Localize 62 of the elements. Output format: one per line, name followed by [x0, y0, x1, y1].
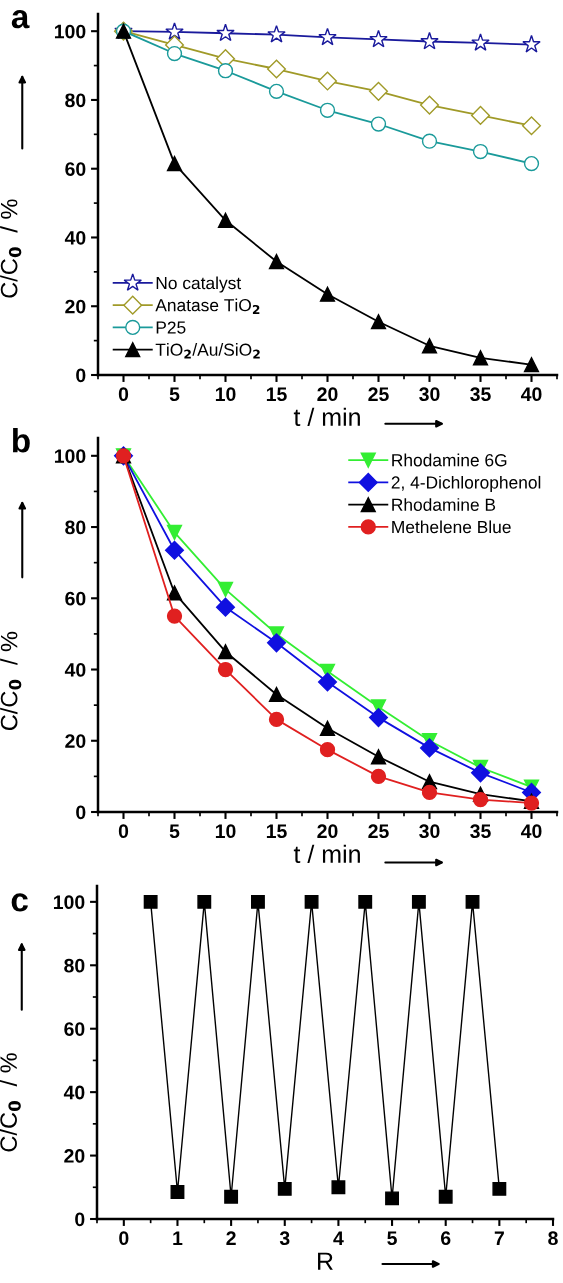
y-tick-label: 20	[65, 299, 86, 314]
legend-label: No catalyst	[156, 276, 242, 293]
x-tick-label: 8	[548, 1231, 558, 1246]
text: b	[12, 428, 30, 453]
y-tick-label: 80	[65, 93, 86, 108]
x-axis-title: R	[318, 1252, 333, 1270]
x-tick-label: 25	[368, 387, 389, 402]
x-tick-label: 7	[494, 1231, 504, 1245]
legend-label: Rhodamine B	[392, 498, 496, 511]
y-axis-title: C/C$_{0}$ / %	[0, 1053, 21, 1152]
x-tick-label: 0	[118, 387, 129, 402]
y-tick-label: 60	[64, 1022, 85, 1036]
x-tick-label: 6	[441, 1231, 451, 1246]
legend-label: P25	[156, 321, 186, 334]
x-axis-title: t / min	[293, 407, 360, 427]
legend-label: Rhodamine 6G	[392, 453, 507, 467]
y-tick-label: 0	[75, 1212, 85, 1227]
y-tick-label: 80	[65, 520, 86, 535]
x-tick-label: 30	[419, 387, 440, 402]
x-tick-label: 5	[387, 1231, 397, 1246]
x-tick-label: 1	[173, 1231, 183, 1245]
y-tick-label: 60	[65, 162, 86, 176]
text: c	[11, 893, 28, 912]
x-tick-label: 0	[118, 824, 129, 839]
x-tick-label: 35	[470, 824, 491, 839]
x-tick-label: 10	[215, 824, 236, 839]
y-tick-label: 40	[64, 662, 86, 677]
x-tick-label: 40	[520, 824, 542, 839]
x-tick-label: 0	[119, 1231, 129, 1246]
x-tick-label: 40	[520, 387, 542, 402]
y-tick-label: 40	[63, 1085, 85, 1100]
y-tick-label: 20	[64, 1149, 85, 1163]
y-tick-label: 0	[76, 368, 86, 383]
legend-label: TiO$_{2}$/Au/SiO$_{2}$	[155, 343, 260, 359]
y-tick-label: 100	[54, 449, 86, 464]
y-tick-label: 80	[64, 958, 85, 973]
x-tick-label: 5	[169, 824, 180, 839]
y-tick-label: 100	[53, 895, 85, 910]
x-tick-label: 20	[317, 387, 338, 402]
legend-label: Methelene Blue	[392, 520, 511, 534]
x-tick-label: 3	[279, 1231, 290, 1246]
y-axis-title: C/C$_{0}$ / %	[0, 631, 22, 731]
x-tick-label: 15	[266, 387, 287, 402]
x-tick-label: 4	[333, 1231, 344, 1245]
legend-label: Anatase TiO$_{2}$	[155, 298, 260, 315]
y-tick-label: 40	[64, 230, 86, 245]
x-tick-label: 30	[419, 824, 440, 839]
legend-label: 2, 4-Dichlorophenol	[391, 475, 541, 493]
text: a	[11, 10, 30, 29]
x-tick-label: 5	[169, 387, 180, 402]
x-tick-label: 20	[317, 824, 338, 839]
y-tick-label: 60	[65, 591, 86, 606]
x-tick-label: 35	[470, 387, 491, 402]
y-tick-label: 20	[65, 734, 86, 748]
x-axis-title: t / min	[293, 844, 360, 864]
x-tick-label: 2	[226, 1231, 236, 1245]
y-axis-title: C/C$_{0}$ / %	[0, 199, 22, 298]
x-tick-label: 25	[368, 824, 389, 839]
y-tick-label: 0	[76, 805, 86, 820]
x-tick-label: 15	[266, 824, 287, 839]
y-tick-label: 100	[54, 24, 86, 39]
x-tick-label: 10	[215, 387, 236, 402]
